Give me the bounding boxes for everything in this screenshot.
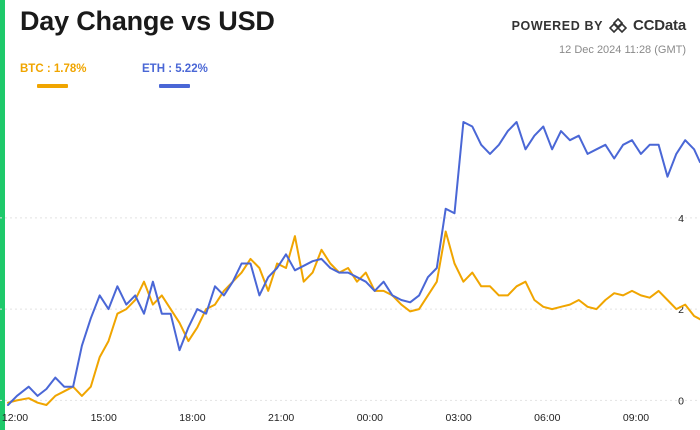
y-tick-label-1: 2 xyxy=(678,304,684,316)
brand-credit: POWERED BY CCData xyxy=(511,17,687,34)
y-tick-label-2: 4 xyxy=(678,213,684,225)
legend-item-btc[interactable]: BTC : 1.78% xyxy=(20,63,87,75)
legend-item-eth[interactable]: ETH : 5.22% xyxy=(142,63,208,75)
x-tick-label-3: 21:00 xyxy=(268,412,294,424)
timestamp: 12 Dec 2024 11:28 (GMT) xyxy=(559,44,686,56)
brand-name: CCData xyxy=(633,17,686,34)
x-tick-label-1: 15:00 xyxy=(91,412,117,424)
chart-title: Day Change vs USD xyxy=(20,6,275,36)
series-line-btc xyxy=(7,230,700,406)
x-tick-label-7: 09:00 xyxy=(623,412,649,424)
accent-bar xyxy=(0,0,5,430)
legend-swatch-btc xyxy=(37,84,68,88)
x-tick-label-4: 00:00 xyxy=(357,412,383,424)
x-tick-label-0: 12:00 xyxy=(2,412,28,424)
y-tick-label-0: 0 xyxy=(678,395,684,407)
series-line-eth xyxy=(7,121,700,406)
x-tick-label-5: 03:00 xyxy=(445,412,471,424)
legend-swatch-eth xyxy=(159,84,190,88)
ccdata-logo-icon xyxy=(609,17,628,33)
x-tick-label-6: 06:00 xyxy=(534,412,560,424)
x-tick-label-2: 18:00 xyxy=(179,412,205,424)
powered-by-label: POWERED BY xyxy=(511,18,604,33)
